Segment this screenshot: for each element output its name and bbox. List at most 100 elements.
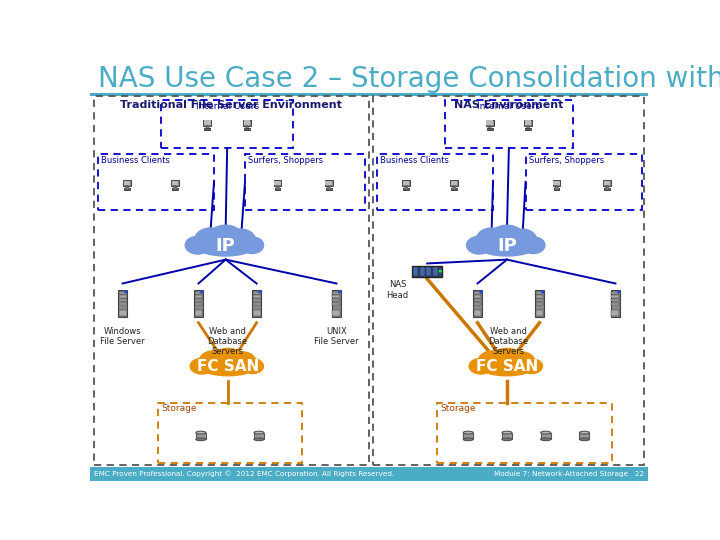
Bar xyxy=(452,189,456,190)
Bar xyxy=(172,181,179,185)
Polygon shape xyxy=(526,126,530,127)
Bar xyxy=(604,188,610,190)
Ellipse shape xyxy=(229,352,256,372)
Ellipse shape xyxy=(508,229,536,251)
Text: Windows
File Server: Windows File Server xyxy=(100,327,145,346)
Ellipse shape xyxy=(240,237,264,253)
Bar xyxy=(463,433,473,439)
Ellipse shape xyxy=(185,237,210,254)
Ellipse shape xyxy=(467,237,492,254)
Text: IP: IP xyxy=(216,237,235,255)
Bar xyxy=(119,310,127,315)
Ellipse shape xyxy=(203,361,253,376)
Ellipse shape xyxy=(463,438,473,441)
Bar xyxy=(94,96,369,465)
Bar xyxy=(124,181,130,185)
Ellipse shape xyxy=(491,348,523,370)
Text: UNIX
File Server: UNIX File Server xyxy=(314,327,359,346)
Bar xyxy=(125,189,129,190)
Ellipse shape xyxy=(502,438,512,441)
Bar xyxy=(611,291,620,316)
Bar xyxy=(611,310,619,315)
Bar xyxy=(203,120,212,126)
Bar xyxy=(194,310,202,315)
Bar xyxy=(204,120,211,125)
Bar xyxy=(204,127,210,130)
Bar xyxy=(403,181,410,185)
Bar xyxy=(580,433,590,439)
Bar xyxy=(252,291,261,316)
Bar xyxy=(333,310,341,315)
Bar xyxy=(451,181,457,185)
Bar xyxy=(327,189,330,190)
Bar xyxy=(536,292,544,294)
Text: Traditional File Server Environment: Traditional File Server Environment xyxy=(120,100,343,110)
Polygon shape xyxy=(174,186,176,187)
Ellipse shape xyxy=(242,359,264,374)
Bar xyxy=(377,154,493,210)
Polygon shape xyxy=(606,186,608,187)
Bar xyxy=(171,180,179,186)
Bar xyxy=(536,299,544,301)
Bar xyxy=(535,291,544,316)
Bar xyxy=(373,96,644,465)
Bar xyxy=(172,188,178,190)
Text: Storage: Storage xyxy=(441,404,476,414)
Ellipse shape xyxy=(227,229,256,251)
Ellipse shape xyxy=(196,431,206,434)
Bar xyxy=(245,129,249,130)
Bar xyxy=(194,303,202,305)
Text: NAS
Head: NAS Head xyxy=(387,280,409,300)
Bar xyxy=(487,129,492,130)
Bar xyxy=(605,189,609,190)
Circle shape xyxy=(125,291,127,293)
Bar xyxy=(486,120,494,126)
Bar xyxy=(333,299,341,301)
Bar xyxy=(90,467,648,481)
Bar xyxy=(333,303,341,305)
Bar xyxy=(119,303,127,305)
Bar xyxy=(451,188,457,190)
Ellipse shape xyxy=(522,237,545,253)
Text: Internal Users: Internal Users xyxy=(477,102,541,111)
Text: FC SAN: FC SAN xyxy=(476,359,538,374)
Ellipse shape xyxy=(476,228,507,251)
Bar xyxy=(541,433,551,439)
Bar xyxy=(244,127,250,130)
Ellipse shape xyxy=(521,359,542,374)
Circle shape xyxy=(542,291,544,293)
Bar xyxy=(332,291,341,316)
Polygon shape xyxy=(487,126,492,127)
Bar xyxy=(474,310,482,315)
Bar xyxy=(437,403,611,463)
Bar xyxy=(194,299,202,301)
Polygon shape xyxy=(245,126,249,127)
Bar xyxy=(554,189,559,190)
Ellipse shape xyxy=(541,438,551,441)
Ellipse shape xyxy=(195,228,225,251)
Bar xyxy=(474,292,482,294)
Ellipse shape xyxy=(208,225,243,249)
Bar xyxy=(536,310,544,315)
Text: Module 7: Network-Attached Storage   22: Module 7: Network-Attached Storage 22 xyxy=(494,471,644,477)
Ellipse shape xyxy=(190,358,214,374)
Bar xyxy=(426,267,431,275)
Bar xyxy=(404,189,408,190)
Ellipse shape xyxy=(463,431,473,434)
Text: Surfers, Shoppers: Surfers, Shoppers xyxy=(528,156,604,165)
Text: Storage: Storage xyxy=(161,404,197,414)
Circle shape xyxy=(259,291,261,293)
Bar xyxy=(98,154,214,210)
Ellipse shape xyxy=(478,351,507,372)
Ellipse shape xyxy=(199,351,228,372)
Text: Internal Users: Internal Users xyxy=(196,102,258,111)
Bar xyxy=(433,267,438,275)
Bar xyxy=(412,266,443,276)
Bar xyxy=(525,127,531,130)
Bar xyxy=(413,267,418,275)
Bar xyxy=(603,180,611,186)
Text: IP: IP xyxy=(497,237,517,255)
Bar xyxy=(420,267,425,275)
Circle shape xyxy=(439,271,441,272)
Text: Business Clients: Business Clients xyxy=(101,156,170,165)
